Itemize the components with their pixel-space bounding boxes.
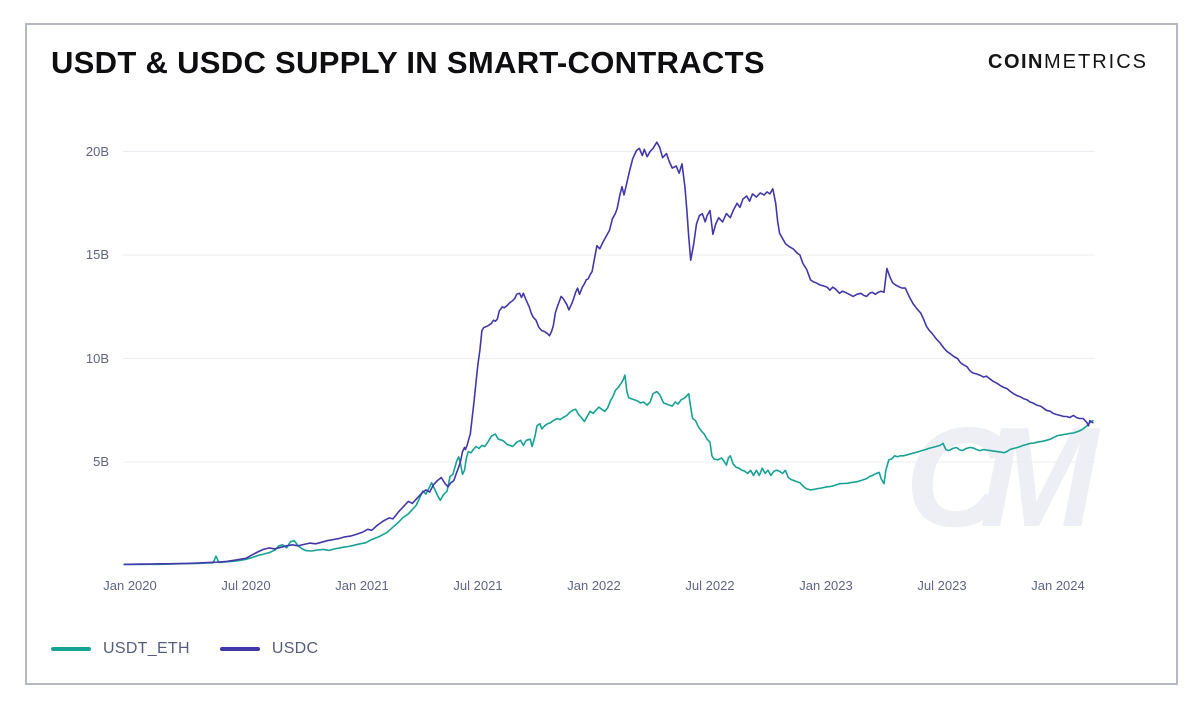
x-tick-label: Jan 2023 — [799, 578, 853, 593]
x-tick-label: Jul 2021 — [453, 578, 503, 593]
legend-item-usdt_eth[interactable]: USDT_ETH — [51, 640, 190, 658]
legend-swatch — [51, 647, 91, 651]
legend-swatch — [219, 647, 260, 651]
series-line-usdc — [123, 141, 1094, 566]
logo-text-light: METRICS — [1044, 51, 1148, 73]
page-title: USDT & USDC SUPPLY IN SMART-CONTRACTS — [51, 45, 765, 80]
y-tick-label: 20B — [85, 144, 109, 159]
chart-card: USDT & USDC SUPPLY IN SMART-CONTRACTS CO… — [25, 23, 1178, 685]
x-tick-label: Jan 2024 — [1031, 578, 1085, 593]
coinmetrics-logo: COINMETRICS — [988, 51, 1148, 74]
y-tick-label: 15B — [85, 247, 109, 262]
chart-legend: USDT_ETH USDC — [51, 640, 318, 658]
x-tick-label: Jul 2023 — [917, 578, 967, 593]
x-tick-label: Jan 2021 — [335, 578, 389, 593]
x-tick-label: Jan 2022 — [567, 578, 621, 593]
y-tick-label: 10B — [85, 351, 109, 366]
legend-label: USDC — [271, 640, 319, 657]
legend-label: USDT_ETH — [103, 640, 190, 657]
legend-item-usdc[interactable]: USDC — [219, 640, 319, 658]
line-chart-plot — [123, 141, 1095, 566]
x-tick-label: Jan 2020 — [103, 578, 157, 593]
logo-text-bold: COIN — [988, 51, 1044, 73]
cm-watermark: CM — [905, 398, 1098, 557]
y-tick-label: 5B — [93, 454, 109, 469]
x-tick-label: Jul 2022 — [685, 578, 735, 593]
series-line-usdt_eth — [123, 374, 1094, 566]
x-tick-label: Jul 2020 — [221, 578, 271, 593]
